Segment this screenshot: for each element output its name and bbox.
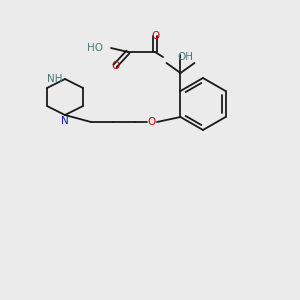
Text: O: O [111,61,119,71]
Text: OH: OH [177,52,193,62]
Text: N: N [61,116,69,126]
Text: O: O [151,31,159,41]
Text: O: O [148,117,156,127]
Text: HO: HO [87,43,103,53]
Text: NH: NH [46,74,62,84]
